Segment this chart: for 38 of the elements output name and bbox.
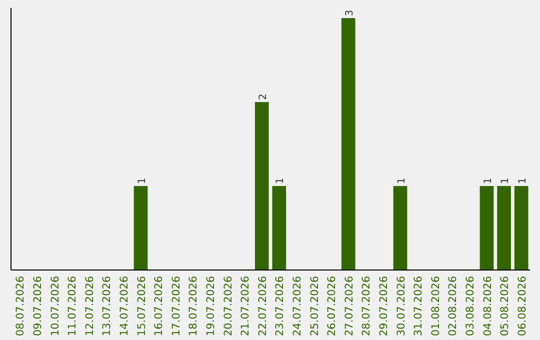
x-tick-label: 05.08.2026 bbox=[499, 276, 512, 336]
x-tick-label: 02.08.2026 bbox=[447, 276, 460, 336]
x-tick-label: 17.07.2026 bbox=[170, 276, 182, 336]
data-label: 1 bbox=[517, 178, 528, 184]
x-tick-label: 01.08.2026 bbox=[430, 276, 442, 336]
x-tick-label: 30.07.2026 bbox=[395, 276, 408, 336]
x-tick-label: 25.07.2026 bbox=[308, 276, 321, 336]
x-tick-label: 19.07.2026 bbox=[204, 276, 217, 336]
x-tick-label: 24.07.2026 bbox=[291, 276, 304, 336]
x-tick-label: 28.07.2026 bbox=[360, 276, 373, 336]
data-label: 3 bbox=[344, 10, 356, 16]
x-tick-label: 08.07.2026 bbox=[14, 276, 27, 336]
x-tick-label: 03.08.2026 bbox=[464, 276, 476, 336]
x-tick-label: 27.07.2026 bbox=[343, 276, 356, 336]
x-tick-label: 23.07.2026 bbox=[274, 276, 286, 336]
x-tick-label: 21.07.2026 bbox=[240, 276, 252, 336]
x-tick-label: 10.07.2026 bbox=[49, 276, 62, 336]
x-tick-label: 20.07.2026 bbox=[222, 276, 234, 336]
x-tick-label: 12.07.2026 bbox=[84, 276, 96, 336]
x-tick-label: 13.07.2026 bbox=[101, 276, 114, 336]
x-tick-label: 31.07.2026 bbox=[412, 276, 425, 336]
x-tick-label: 09.07.2026 bbox=[32, 276, 44, 336]
x-tick-label: 15.07.2026 bbox=[136, 276, 148, 336]
x-tick-label: 04.08.2026 bbox=[482, 276, 494, 336]
data-label: 1 bbox=[136, 178, 148, 184]
x-tick-label: 22.07.2026 bbox=[256, 276, 269, 336]
x-tick-label: 29.07.2026 bbox=[378, 276, 390, 336]
data-label: 2 bbox=[258, 94, 269, 100]
x-tick-label: 11.07.2026 bbox=[66, 276, 79, 336]
data-label: 1 bbox=[275, 178, 286, 184]
x-tick-label: 16.07.2026 bbox=[153, 276, 166, 336]
x-tick-label: 14.07.2026 bbox=[118, 276, 130, 336]
x-tick-label: 26.07.2026 bbox=[326, 276, 338, 336]
data-label: 1 bbox=[396, 178, 408, 184]
data-label: 1 bbox=[482, 178, 494, 184]
x-tick-label: 18.07.2026 bbox=[188, 276, 200, 336]
x-tick-label: 06.08.2026 bbox=[516, 276, 528, 336]
data-label: 1 bbox=[500, 178, 512, 184]
